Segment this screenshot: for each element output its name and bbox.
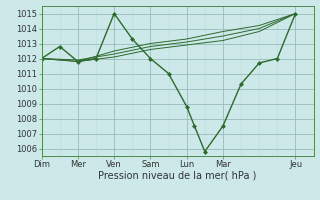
X-axis label: Pression niveau de la mer( hPa ): Pression niveau de la mer( hPa )	[99, 171, 257, 181]
